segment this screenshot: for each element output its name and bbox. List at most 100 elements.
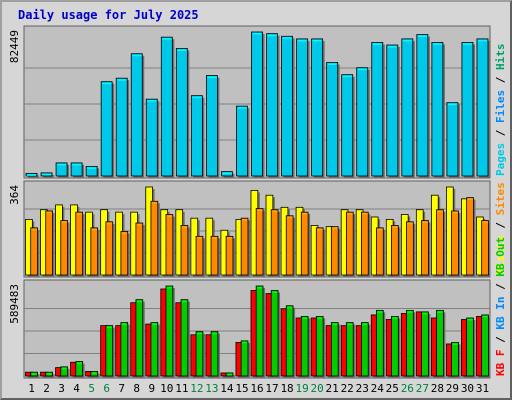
x-tick-label: 22 [341, 382, 354, 395]
bar-sites-day-11 [180, 225, 190, 277]
bar-kbout-day-17 [270, 290, 281, 378]
bar-sites-day-31 [481, 220, 491, 277]
bar-pages-day-6 [100, 81, 115, 178]
chart-panels: 82449 Pages / Files / Hits 364 Visits / Sit… [8, 25, 507, 379]
x-tick-label: 16 [250, 382, 263, 395]
bars [25, 186, 491, 277]
x-tick-label: 10 [160, 382, 173, 395]
bar-sites-day-15 [240, 217, 250, 277]
legend-separator: / [494, 277, 507, 297]
bar-pages-day-1 [25, 172, 40, 178]
bar-sites-day-27 [421, 220, 431, 277]
legend-separator: / [494, 330, 507, 350]
x-tick-label: 27 [416, 382, 429, 395]
bar-sites-day-20 [315, 227, 326, 277]
legend-text: Pages / Files / Hits [494, 44, 507, 177]
legend-separator: / [494, 70, 507, 90]
bar-pages-day-9 [145, 98, 160, 178]
legend-kb-out: KB Out [494, 237, 507, 277]
x-tick-label: 12 [190, 382, 203, 395]
bar-kbout-day-12 [195, 331, 205, 378]
x-tick-label: 31 [476, 382, 489, 395]
x-tick-label: 6 [103, 382, 110, 395]
bar-pages-day-16 [251, 31, 265, 178]
bar-kbout-day-26 [406, 309, 416, 378]
x-tick-label: 25 [386, 382, 399, 395]
bar-kbout-day-15 [240, 340, 250, 378]
bar-pages-day-26 [401, 38, 415, 178]
x-tick-label: 21 [326, 382, 339, 395]
legend-separator: / [494, 123, 507, 143]
bar-pages-day-2 [40, 172, 55, 178]
x-tick-label: 18 [280, 382, 293, 395]
x-tick-label: 3 [58, 382, 65, 395]
bar-pages-day-30 [461, 41, 475, 178]
bar-kbout-day-3 [60, 366, 70, 378]
bar-pages-day-23 [356, 67, 370, 178]
bar-sites-day-9 [150, 200, 160, 277]
bars [25, 31, 490, 179]
bar-sites-day-25 [391, 225, 401, 277]
bar-pages-day-21 [326, 62, 340, 178]
bar-sites-day-22 [345, 211, 356, 277]
bar-pages-day-22 [341, 74, 355, 178]
bar-kbout-day-5 [90, 371, 100, 378]
x-tick-label: 11 [175, 382, 188, 395]
bar-kbout-day-21 [330, 322, 341, 378]
bar-sites-day-12 [195, 235, 205, 277]
bar-pages-day-31 [476, 38, 490, 178]
bar-sites-day-1 [30, 227, 40, 277]
legend-text: Visits / Sites [494, 182, 507, 275]
legend-visits: Visits [494, 235, 507, 275]
bar-pages-day-11 [175, 48, 190, 178]
legend: Pages / Files / Hits [494, 44, 507, 177]
bar-pages-day-28 [431, 41, 445, 178]
legend: Visits / Sites [494, 182, 507, 275]
bar-pages-day-20 [311, 38, 325, 178]
bar-kbout-day-2 [45, 371, 55, 378]
x-tick-label: 4 [73, 382, 80, 395]
bar-sites-day-14 [225, 235, 235, 277]
bar-pages-day-29 [446, 102, 460, 178]
bar-sites-day-10 [165, 214, 175, 277]
bar-sites-day-13 [210, 235, 220, 277]
bar-kbout-day-20 [315, 316, 326, 378]
legend-text: KB F / KB In / KB Out [494, 237, 507, 376]
bar-kbout-day-28 [436, 309, 446, 378]
bar-sites-day-8 [135, 222, 145, 277]
bar-kbout-day-10 [165, 285, 175, 378]
legend-kb-in: KB In [494, 297, 507, 330]
bar-pages-day-12 [190, 95, 205, 178]
x-axis-labels: 1 2 3 4 5 6 7 8 9 10 11 12 13 14 15 16 17 18 19 20 21 22 23 24 2… [28, 382, 489, 395]
bar-pages-day-4 [70, 162, 85, 178]
bar-kbout-day-14 [225, 372, 235, 378]
x-tick-label: 19 [295, 382, 308, 395]
bars [25, 285, 491, 378]
bar-kbout-day-27 [421, 311, 431, 378]
x-tick-label: 9 [148, 382, 155, 395]
bar-kbout-day-22 [345, 322, 356, 378]
bar-sites-day-3 [60, 220, 70, 277]
bar-kbout-day-23 [361, 322, 371, 378]
x-tick-label: 1 [28, 382, 35, 395]
legend-pages: Pages [494, 143, 507, 176]
bar-kbout-day-6 [105, 325, 115, 378]
bar-kbout-day-25 [391, 316, 401, 378]
bar-kbout-day-11 [180, 299, 190, 378]
bar-sites-day-28 [436, 209, 446, 277]
bar-pages-day-24 [371, 41, 385, 178]
legend-separator: / [494, 215, 507, 235]
bar-pages-day-7 [115, 77, 130, 178]
legend: KB F / KB In / KB Out [494, 237, 507, 376]
bar-pages-day-18 [281, 35, 295, 178]
y-max-label: 364 [8, 185, 21, 205]
x-tick-label: 29 [446, 382, 459, 395]
x-tick-label: 23 [356, 382, 369, 395]
y-max-label: 589483 [8, 284, 21, 324]
bar-sites-day-21 [330, 226, 341, 277]
x-tick-label: 17 [265, 382, 278, 395]
bar-kbout-day-31 [481, 314, 491, 378]
bar-sites-day-7 [120, 231, 130, 277]
x-tick-label: 2 [43, 382, 50, 395]
panel-top: 82449 Pages / Files / Hits [8, 25, 507, 179]
